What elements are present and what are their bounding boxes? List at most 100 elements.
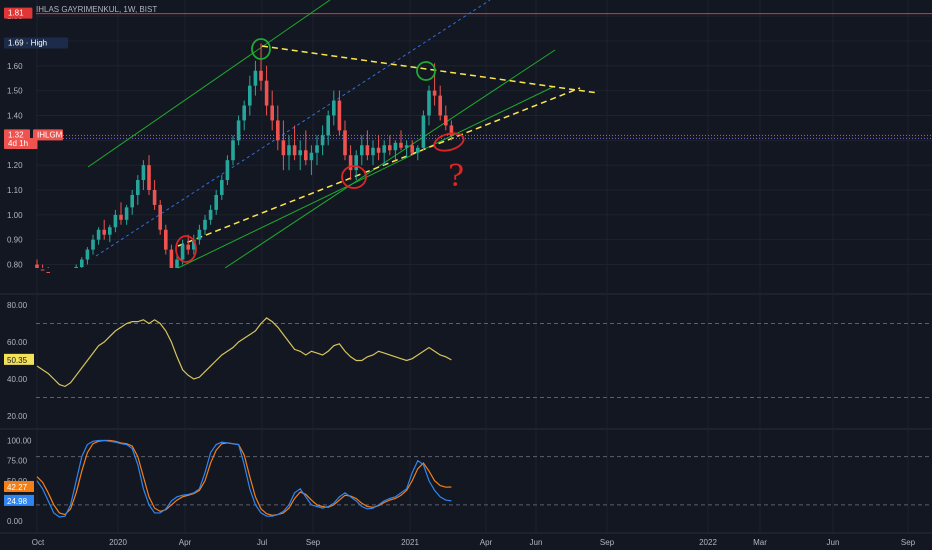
price-axis-label: 1.00 bbox=[7, 211, 23, 220]
price-axis-label: 1.40 bbox=[7, 111, 23, 120]
price-tag-bg bbox=[33, 129, 63, 141]
candle-body bbox=[220, 180, 224, 195]
descending-trendline bbox=[261, 45, 599, 94]
stoch-d-tag: 42.27 bbox=[7, 483, 28, 492]
price-axis-label: 1.10 bbox=[7, 186, 23, 195]
rsi-axis-label: 20.00 bbox=[7, 412, 28, 421]
candle-body bbox=[113, 214, 118, 228]
channel-line bbox=[224, 49, 556, 269]
candle-body bbox=[147, 165, 151, 190]
bottom-circle-3 bbox=[433, 132, 465, 152]
price-tag-bg bbox=[4, 129, 30, 141]
candle-body bbox=[236, 120, 241, 141]
candle-body bbox=[337, 100, 342, 131]
stoch-d-tag-bg bbox=[4, 480, 34, 492]
candle-body bbox=[287, 145, 291, 156]
bottom-circle-2 bbox=[341, 165, 367, 189]
candle-body bbox=[186, 244, 190, 250]
candle-body bbox=[360, 145, 364, 156]
time-axis-label: Sep bbox=[600, 538, 615, 547]
candle-body bbox=[214, 194, 218, 210]
time-axis-label: Sep bbox=[306, 538, 321, 547]
candle-body bbox=[309, 152, 314, 161]
candle-body bbox=[253, 70, 258, 86]
candle-body bbox=[158, 204, 162, 230]
price-tag-0: 1.81 bbox=[8, 9, 24, 18]
candle-body bbox=[203, 219, 207, 230]
candle-body bbox=[180, 244, 185, 260]
candle-body bbox=[119, 214, 123, 220]
candle-body bbox=[404, 145, 409, 148]
candle-body bbox=[130, 194, 134, 208]
top-circle-2 bbox=[416, 61, 436, 81]
time-axis-label: Jun bbox=[530, 538, 543, 547]
candle-body bbox=[320, 135, 325, 146]
time-axis-label: Jun bbox=[827, 538, 840, 547]
candle-body bbox=[169, 249, 174, 268]
price-tag-3: IHLGM bbox=[37, 130, 63, 139]
price-tag-bg bbox=[4, 7, 33, 19]
stoch-axis-label: 100.00 bbox=[7, 437, 32, 446]
channel-midline bbox=[95, 0, 491, 257]
rsi-value-tag: 50.35 bbox=[7, 356, 28, 365]
candle-body bbox=[96, 229, 101, 240]
candle-body bbox=[427, 90, 431, 116]
candle-body bbox=[276, 120, 280, 141]
candle-body bbox=[354, 155, 358, 171]
candle-body bbox=[35, 264, 39, 268]
candle-body bbox=[304, 150, 308, 161]
candle-body bbox=[388, 145, 392, 151]
rsi-axis-label: 80.00 bbox=[7, 301, 28, 310]
top-circle-1 bbox=[251, 38, 271, 60]
time-axis-label: Apr bbox=[480, 538, 493, 547]
price-tag-4: 4d 1h bbox=[8, 139, 28, 148]
question-mark-annotation: ? bbox=[448, 159, 464, 194]
candle-body bbox=[444, 115, 448, 126]
time-axis-label: 2021 bbox=[401, 538, 419, 547]
candle-body bbox=[393, 142, 398, 151]
price-axis-label: 0.80 bbox=[7, 261, 23, 270]
candle-body bbox=[432, 90, 437, 96]
candle-body bbox=[264, 80, 269, 106]
price-tag-2: 1.32 bbox=[8, 130, 24, 139]
candle-body bbox=[348, 155, 353, 171]
candle-body bbox=[175, 259, 179, 268]
candle-body bbox=[102, 229, 106, 235]
stoch-k-line bbox=[36, 439, 452, 518]
candle-body bbox=[259, 70, 263, 81]
candle-body bbox=[40, 269, 45, 271]
candle-body bbox=[399, 142, 403, 148]
candle-body bbox=[315, 145, 319, 153]
candle-body bbox=[164, 229, 168, 250]
ascending-trendline bbox=[177, 87, 581, 247]
candle-body bbox=[242, 105, 246, 121]
stoch-d-line bbox=[36, 439, 452, 516]
time-axis-label: 2022 bbox=[699, 538, 717, 547]
time-axis-label: Mar bbox=[753, 538, 767, 547]
candle-body bbox=[326, 115, 330, 136]
candle-body bbox=[192, 239, 196, 250]
candle-body bbox=[343, 130, 347, 156]
stoch-axis-label: 0.00 bbox=[7, 517, 23, 526]
time-axis-label: Apr bbox=[179, 538, 192, 547]
candle-body bbox=[197, 229, 202, 240]
stoch-k-tag-bg bbox=[4, 494, 34, 506]
candle-body bbox=[438, 95, 442, 116]
candle-body bbox=[270, 105, 274, 121]
rsi-axis-label: 40.00 bbox=[7, 375, 28, 384]
candle-body bbox=[382, 145, 386, 153]
candle-body bbox=[449, 125, 454, 136]
candle-body bbox=[46, 271, 50, 273]
price-axis-label: 1.60 bbox=[7, 62, 23, 71]
symbol-title[interactable]: IHLAS GAYRIMENKUL, 1W, BIST bbox=[36, 5, 158, 14]
time-axis-label: Oct bbox=[32, 538, 45, 547]
bottom-circle-1 bbox=[175, 235, 197, 263]
candle-body bbox=[376, 147, 381, 153]
rsi-value-tag-bg bbox=[4, 353, 34, 365]
candle-body bbox=[248, 85, 252, 106]
candle-body bbox=[332, 100, 336, 116]
time-axis-label: Jul bbox=[257, 538, 267, 547]
candle-body bbox=[371, 147, 375, 156]
candle-body bbox=[136, 180, 140, 195]
